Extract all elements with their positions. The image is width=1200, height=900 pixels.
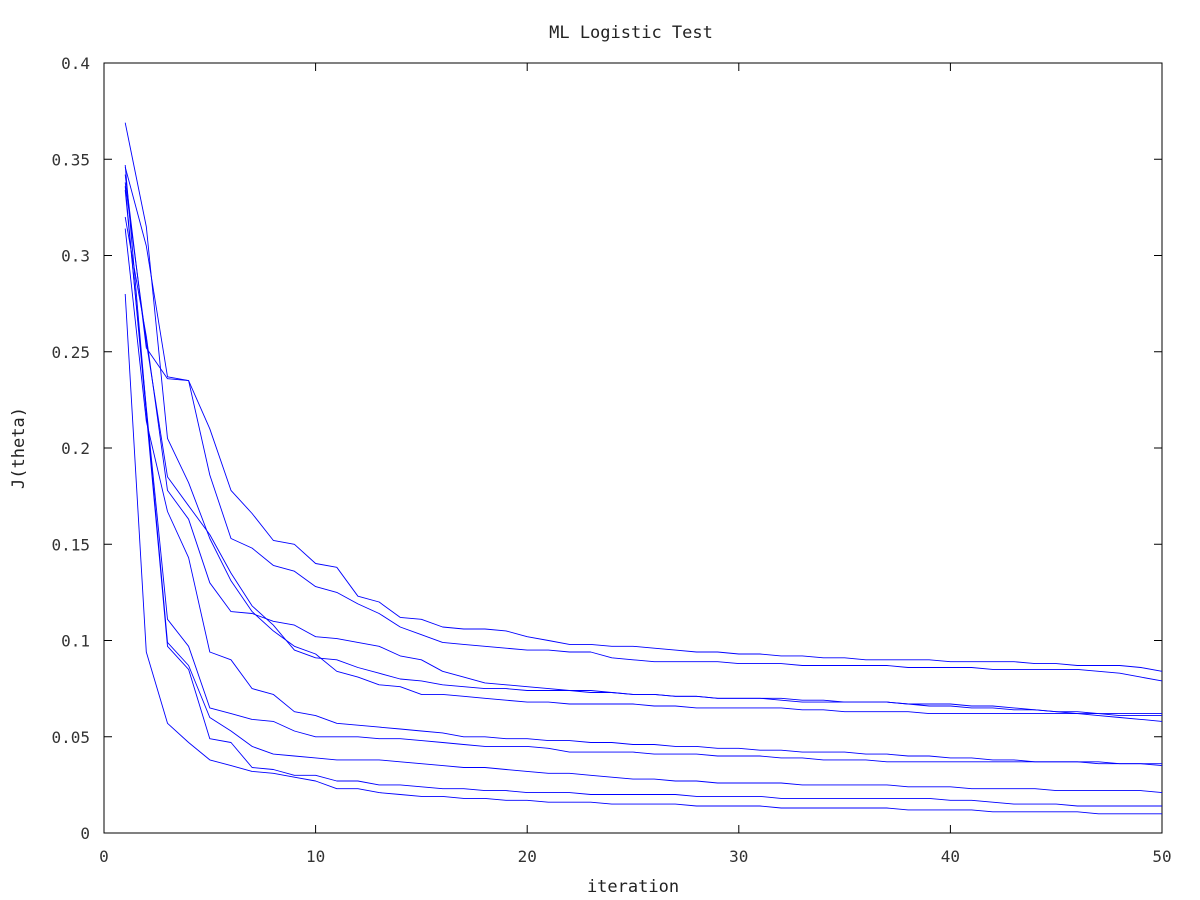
y-tick-label: 0.15	[51, 535, 90, 554]
plot-frame	[103, 62, 1163, 834]
y-tick-label: 0.4	[61, 54, 90, 73]
series-line-9	[124, 186, 1162, 807]
y-tick-label: 0.35	[51, 150, 90, 169]
series-line-1	[124, 122, 1162, 715]
series-line-4	[124, 182, 1162, 717]
y-tick-label: 0.25	[51, 343, 90, 362]
y-axis-title: J(theta)	[9, 407, 29, 489]
x-tick-label: 0	[99, 847, 109, 866]
y-tick-label: 0.2	[61, 439, 90, 458]
series-line-3	[124, 174, 1163, 682]
x-tick-label: 10	[306, 847, 325, 866]
x-tick-label: 30	[729, 847, 748, 866]
x-tick-label: 40	[941, 847, 960, 866]
x-axis-title: iteration	[587, 877, 679, 897]
y-tick-label: 0.05	[51, 728, 90, 747]
series-line-8	[124, 164, 1163, 794]
y-tick-label: 0	[80, 824, 90, 843]
chart-title: ML Logistic Test	[549, 23, 713, 43]
series-line-2	[124, 166, 1163, 672]
axis-ticks	[103, 62, 1163, 834]
series-line-5	[124, 216, 1163, 722]
series-line-6	[124, 228, 1162, 765]
series-lines	[124, 122, 1163, 815]
series-line-10	[124, 293, 1162, 815]
series-line-7	[124, 190, 1163, 767]
tick-labels: 0 10 20 30 40 50 0 0.05 0.1 0.15 0.2 0.25 0.3 0.35 0.4	[51, 54, 1171, 866]
x-tick-label: 50	[1152, 847, 1171, 866]
y-tick-label: 0.3	[61, 247, 90, 266]
y-tick-label: 0.1	[61, 632, 90, 651]
x-tick-label: 20	[518, 847, 537, 866]
